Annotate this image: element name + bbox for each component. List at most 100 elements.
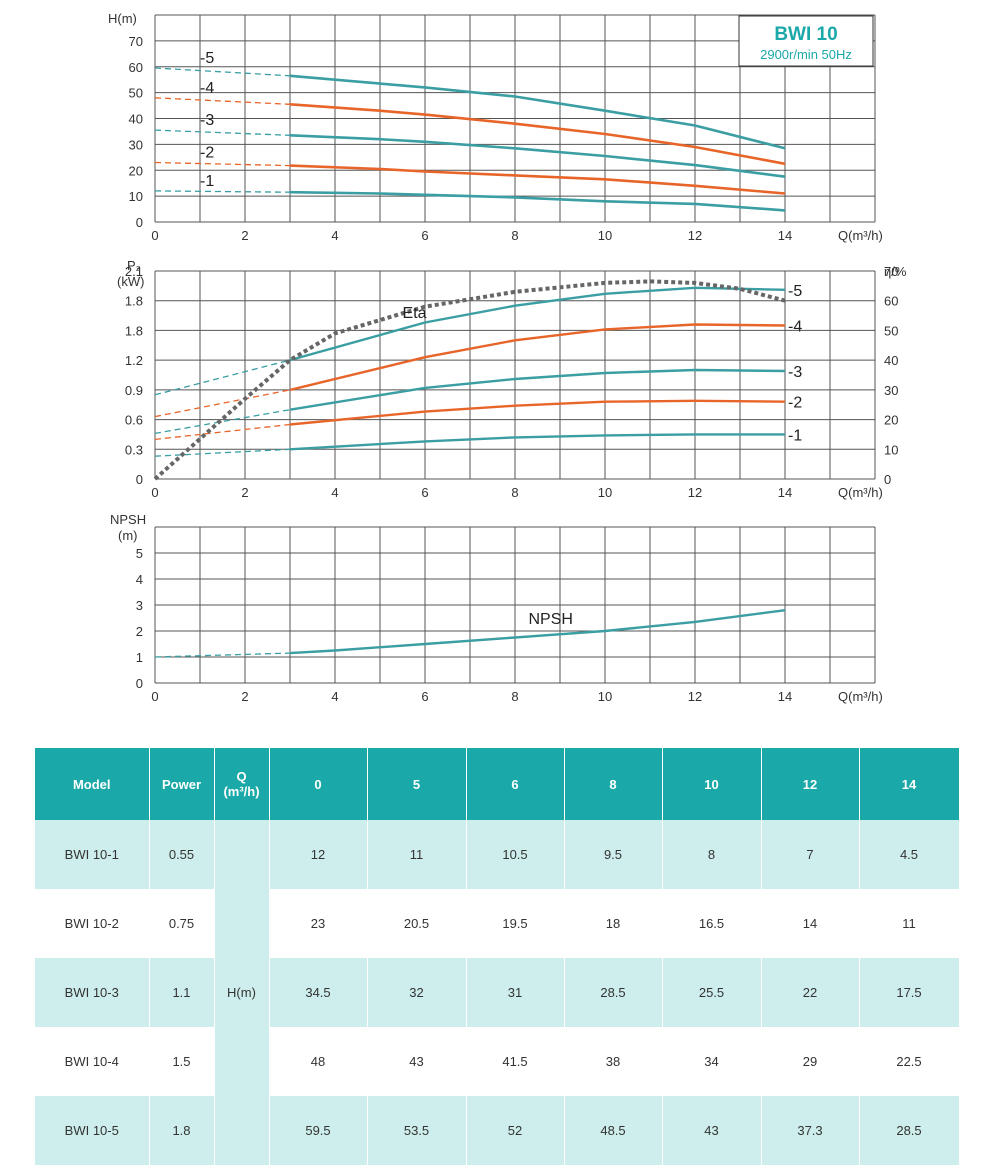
power-cell: 1.5 (149, 1027, 215, 1096)
value-cell: 28.5 (564, 958, 663, 1027)
x-tick-label: 10 (598, 228, 612, 243)
y-tick-label: 5 (136, 546, 143, 561)
y-tick-label: 3 (136, 598, 143, 613)
value-cell: 59.5 (269, 1096, 368, 1165)
model-cell: BWI 10-4 (35, 1027, 150, 1096)
x-tick-label: 6 (421, 228, 428, 243)
y2-axis-label: η/% (884, 264, 907, 279)
table-header-row: Model Power Q (m³/h) 0 5 6 8 10 12 14 (35, 748, 960, 820)
model-cell: BWI 10-1 (35, 820, 150, 889)
curve-label: -4 (200, 80, 214, 97)
y-tick-label: 0.3 (125, 442, 143, 457)
value-cell: 25.5 (662, 958, 762, 1027)
x-tick-label: 12 (688, 228, 702, 243)
y-tick-label: 20 (129, 163, 143, 178)
value-cell: 16.5 (662, 889, 762, 958)
y-tick-label: 60 (129, 60, 143, 75)
value-cell: 52 (466, 1096, 565, 1165)
series-line (289, 74, 786, 150)
x-tick-label: 0 (151, 689, 158, 704)
series-line-dashed (154, 409, 291, 435)
y-tick-label: 40 (129, 112, 143, 127)
value-cell: 17.5 (859, 958, 960, 1027)
head-unit-cell: H(m) (214, 820, 270, 1165)
curve-label: -1 (788, 427, 802, 444)
y2-tick-label: 30 (884, 383, 898, 398)
table-row: BWI 10-3 1.1 34.5 32 31 28.5 25.5 22 17.… (35, 958, 960, 1027)
curve-label: -3 (200, 112, 214, 129)
header-flow-5: 5 (367, 748, 467, 820)
x-tick-label: 4 (331, 689, 338, 704)
value-cell: 29 (761, 1027, 860, 1096)
x-tick-label: 2 (241, 689, 248, 704)
y-tick-label: 2.1 (125, 264, 143, 279)
value-cell: 37.3 (761, 1096, 860, 1165)
value-cell: 22 (761, 958, 860, 1027)
power-efficiency-chart: 00.30.60.91.21.81.82.1010203040506070P₂(… (117, 258, 907, 500)
value-cell: 7 (761, 820, 860, 889)
y2-tick-label: 0 (884, 472, 891, 487)
y-axis-label: H(m) (108, 11, 137, 26)
value-cell: 53.5 (367, 1096, 467, 1165)
model-cell: BWI 10-2 (35, 889, 150, 958)
y2-tick-label: 60 (884, 294, 898, 309)
value-cell: 38 (564, 1027, 663, 1096)
y-axis-unit: (m) (118, 528, 138, 543)
curve-label: -2 (788, 395, 802, 412)
curve-label-eta: Eta (403, 305, 427, 322)
value-cell: 11 (367, 820, 467, 889)
value-cell: 34 (662, 1027, 762, 1096)
y-tick-label: 1.8 (125, 294, 143, 309)
y-tick-label: 1 (136, 650, 143, 665)
value-cell: 20.5 (367, 889, 467, 958)
x-tick-label: 0 (151, 485, 158, 500)
x-axis-label: Q(m³/h) (838, 228, 883, 243)
value-cell: 32 (367, 958, 467, 1027)
series-line (289, 286, 786, 362)
value-cell: 34.5 (269, 958, 368, 1027)
series-line-dashed (154, 67, 291, 77)
value-cell: 9.5 (564, 820, 663, 889)
y2-tick-label: 50 (884, 323, 898, 338)
value-cell: 19.5 (466, 889, 565, 958)
series-line (289, 190, 786, 212)
series-line-dashed (154, 448, 291, 457)
series-line (289, 368, 786, 411)
y-tick-label: 30 (129, 137, 143, 152)
header-flow-10: 10 (662, 748, 762, 820)
y-tick-label: 2 (136, 624, 143, 639)
y-axis-label: NPSH (110, 512, 146, 527)
y2-tick-label: 70 (884, 264, 898, 279)
model-cell: BWI 10-5 (35, 1096, 150, 1165)
value-cell: 12 (269, 820, 368, 889)
value-cell: 48.5 (564, 1096, 663, 1165)
table-row: BWI 10-1 0.55 H(m) 12 11 10.5 9.5 8 7 4.… (35, 820, 960, 1165)
x-tick-label: 14 (778, 228, 792, 243)
header-flow-0: 0 (269, 748, 368, 820)
series-line-dashed (154, 423, 291, 441)
header-q-label: Q (236, 769, 247, 784)
series-line (289, 609, 786, 655)
y-tick-label: 70 (129, 34, 143, 49)
value-cell: 11 (859, 889, 960, 958)
header-flow-6: 6 (466, 748, 565, 820)
series-line (289, 433, 785, 451)
chart-subtitle: 2900r/min 50Hz (760, 47, 852, 62)
power-cell: 0.75 (149, 889, 215, 958)
x-tick-label: 8 (511, 485, 518, 500)
x-axis-label: Q(m³/h) (838, 689, 883, 704)
power-cell: 0.55 (149, 820, 215, 889)
table-row: BWI 10-5 1.8 59.5 53.5 52 48.5 43 37.3 2… (35, 1096, 960, 1165)
curve-label: -3 (788, 364, 802, 381)
table-row: BWI 10-2 0.75 23 20.5 19.5 18 16.5 14 11 (35, 889, 960, 958)
y-tick-label: 0 (136, 676, 143, 691)
header-q: Q (m³/h) (214, 748, 270, 820)
x-tick-label: 4 (331, 485, 338, 500)
value-cell: 4.5 (859, 820, 960, 889)
series-line-dashed (154, 652, 291, 658)
y-axis-label: P₂ (127, 258, 141, 273)
y-tick-label: 1.2 (125, 353, 143, 368)
curve-label-npsh: NPSH (529, 611, 573, 628)
